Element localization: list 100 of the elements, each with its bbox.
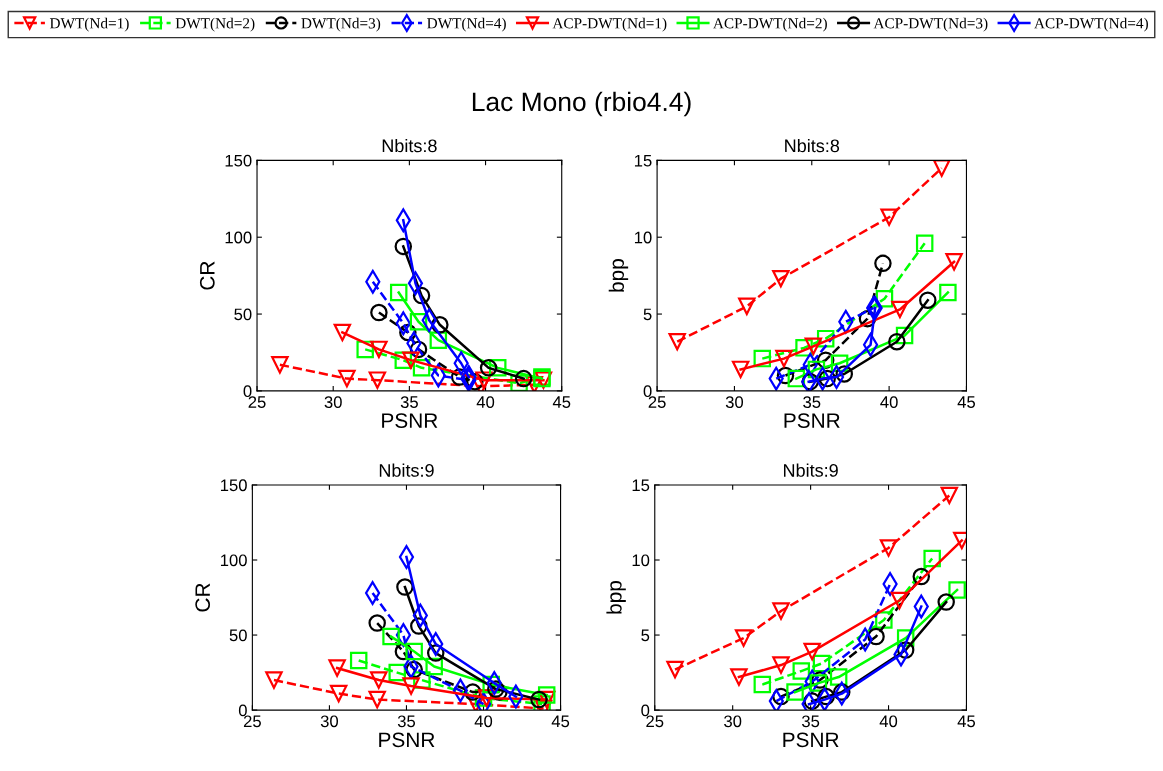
x-tick-label: 25 [648, 396, 666, 408]
y-axis-title: bpp [608, 259, 629, 292]
point [768, 689, 784, 711]
point [833, 683, 851, 701]
point [369, 671, 388, 689]
point [891, 300, 909, 319]
point [412, 286, 431, 305]
point [879, 539, 898, 557]
point [738, 297, 756, 316]
point [398, 545, 415, 569]
point [807, 360, 826, 379]
y-tick-label: 100 [225, 231, 252, 244]
x-tick-label: 30 [320, 715, 339, 728]
x-tick-label: 45 [551, 715, 570, 728]
y-tick-label: 0 [643, 385, 652, 398]
point [389, 283, 408, 302]
point [530, 690, 548, 709]
y-tick-label: 100 [220, 554, 247, 567]
y-tick-label: 15 [632, 479, 650, 492]
point [896, 629, 915, 647]
x-tick-label: 45 [552, 396, 571, 408]
point [394, 642, 413, 661]
chart-title: Nbits:9 [379, 463, 434, 477]
x-axis-title: PSNR [784, 413, 840, 428]
point [271, 356, 289, 374]
point [896, 641, 915, 659]
text: Lac Mono (rbio4.4) [472, 91, 691, 117]
point [382, 627, 400, 646]
point [915, 234, 934, 253]
point [349, 651, 368, 670]
x-tick-label: 30 [724, 715, 742, 728]
point [431, 316, 449, 334]
legend-label: DWT(Nd=2) [175, 17, 255, 32]
point [948, 581, 966, 599]
chart-title: Nbits:8 [785, 138, 840, 153]
point [875, 611, 893, 629]
y-tick-label: 50 [229, 629, 247, 642]
point [792, 662, 811, 680]
y-tick-label: 10 [634, 231, 652, 244]
x-axis-title: PSNR [783, 732, 839, 748]
legend-label: ACP-DWT(Nd=3) [873, 17, 988, 32]
point [867, 627, 885, 646]
point [880, 208, 898, 226]
point [932, 160, 951, 177]
point [666, 660, 684, 679]
x-tick-label: 35 [801, 715, 820, 728]
point [394, 237, 413, 256]
point [338, 369, 356, 388]
point [939, 283, 957, 302]
point [828, 365, 845, 389]
point [753, 675, 772, 694]
y-tick-label: 15 [634, 154, 652, 167]
x-tick-label: 40 [880, 396, 898, 408]
point [475, 371, 493, 389]
point [937, 593, 955, 611]
point [427, 644, 445, 662]
y-tick-label: 150 [225, 154, 252, 167]
point [772, 602, 790, 620]
point [425, 657, 443, 676]
x-tick-label: 25 [646, 715, 664, 728]
point [479, 359, 498, 377]
point [466, 372, 484, 391]
x-tick-label: 25 [243, 715, 261, 728]
point [429, 331, 448, 349]
legend-label: ACP-DWT(Nd=4) [1034, 17, 1148, 32]
point [405, 642, 423, 661]
point [412, 359, 431, 377]
point [731, 360, 750, 379]
point [488, 359, 507, 377]
point [370, 303, 388, 322]
y-axis-title: CR [199, 261, 215, 290]
point [368, 614, 386, 632]
point [753, 349, 772, 368]
x-axis-title: PSNR [382, 413, 438, 428]
point [510, 374, 528, 391]
point [786, 683, 804, 701]
x-tick-label: 40 [879, 715, 898, 728]
point [463, 683, 482, 701]
point [803, 642, 821, 661]
point [364, 581, 381, 605]
point [514, 369, 533, 388]
point [816, 351, 835, 369]
point [874, 254, 892, 273]
point [923, 549, 941, 568]
x-tick-label: 35 [400, 396, 418, 408]
y-tick-label: 5 [643, 308, 652, 321]
point [772, 269, 790, 288]
y-tick-label: 5 [641, 629, 650, 642]
point [356, 340, 374, 359]
point [370, 340, 388, 359]
x-tick-label: 30 [324, 396, 342, 408]
point [409, 312, 428, 331]
chart-title: Nbits:8 [382, 138, 437, 153]
point [405, 660, 423, 679]
point [730, 668, 748, 686]
point [912, 567, 931, 586]
point [388, 663, 406, 682]
y-tick-label: 10 [632, 554, 650, 567]
point [816, 329, 835, 348]
point [830, 354, 849, 372]
